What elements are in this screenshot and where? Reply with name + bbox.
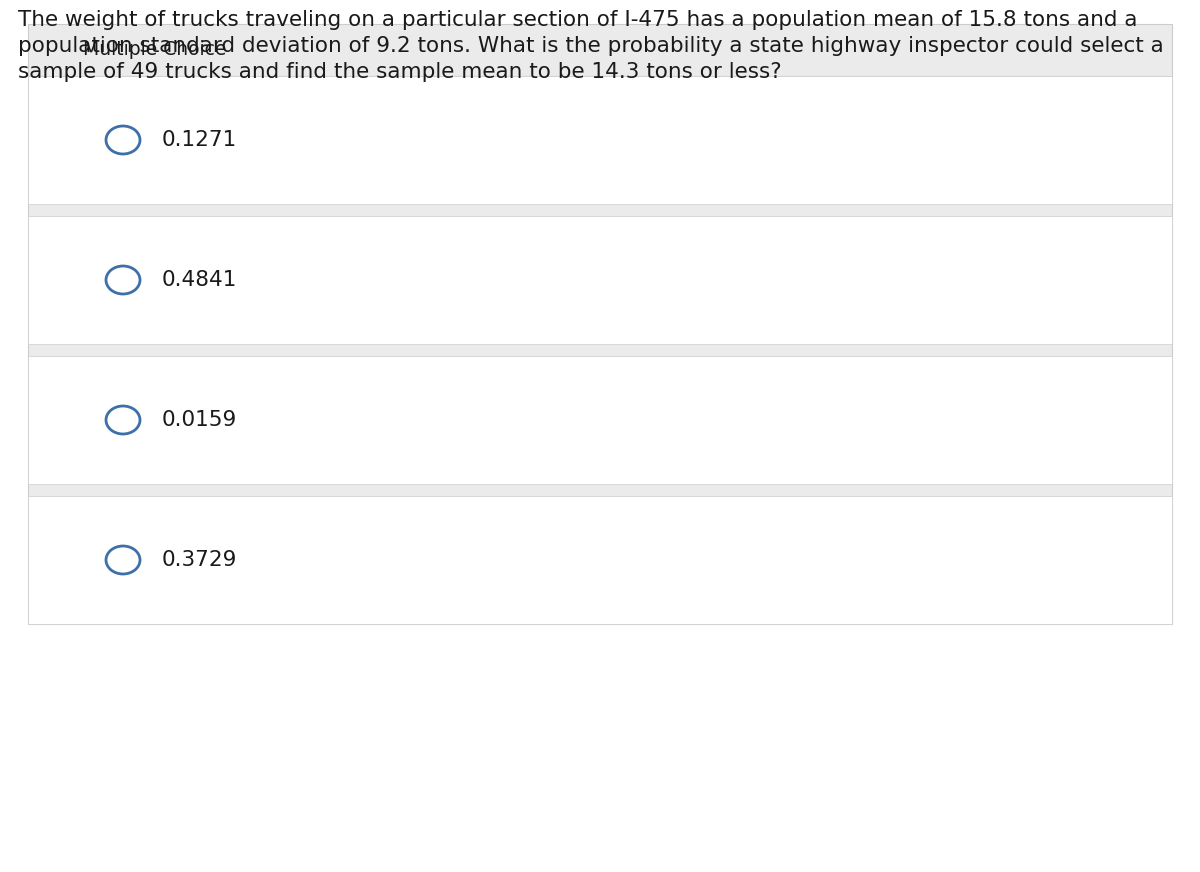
FancyBboxPatch shape bbox=[28, 76, 1172, 204]
Text: 0.3729: 0.3729 bbox=[162, 550, 238, 570]
Text: 0.0159: 0.0159 bbox=[162, 410, 238, 430]
Text: 0.4841: 0.4841 bbox=[162, 270, 238, 290]
Text: Multiple Choice: Multiple Choice bbox=[83, 40, 227, 59]
FancyBboxPatch shape bbox=[28, 496, 1172, 624]
Text: population standard deviation of 9.2 tons. What is the probability a state highw: population standard deviation of 9.2 ton… bbox=[18, 36, 1164, 56]
FancyBboxPatch shape bbox=[28, 216, 1172, 344]
Text: 0.1271: 0.1271 bbox=[162, 130, 238, 150]
FancyBboxPatch shape bbox=[28, 24, 1172, 624]
Text: The weight of trucks traveling on a particular section of I-475 has a population: The weight of trucks traveling on a part… bbox=[18, 10, 1138, 30]
FancyBboxPatch shape bbox=[28, 356, 1172, 484]
Text: sample of 49 trucks and find the sample mean to be 14.3 tons or less?: sample of 49 trucks and find the sample … bbox=[18, 62, 781, 82]
